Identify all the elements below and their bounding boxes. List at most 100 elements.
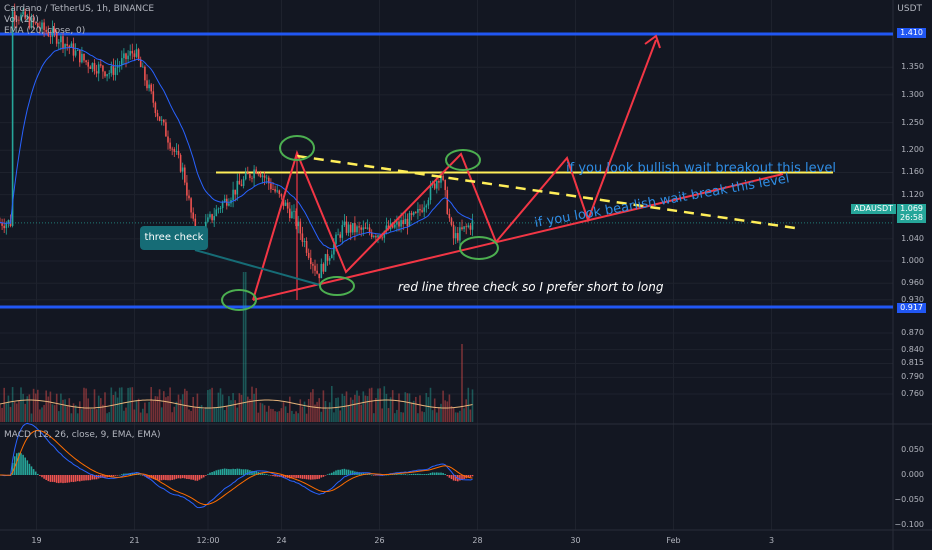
volume-bar [425,393,428,422]
candle-body [316,270,318,274]
candle-body [400,220,402,227]
macd-histogram-bar [471,475,474,477]
note-annotation[interactable]: red line three check so I prefer short t… [398,280,664,294]
volume-bar [106,413,108,422]
candle-body [240,184,243,186]
volume-bar [429,387,432,422]
macd-histogram-bar [270,475,272,476]
macd-pane [0,422,474,509]
volume-bar [79,401,81,422]
volume-bar [129,387,131,422]
macd-histogram-bar [295,475,297,479]
candles [0,3,474,285]
candle-body [442,175,444,181]
candle-body [68,45,71,48]
time-tick-label: 30 [570,536,581,545]
macd-histogram-bar [331,472,333,475]
candle-body [18,19,20,21]
macd-histogram-bar [79,475,81,482]
macd-histogram-bar [333,471,335,475]
candle-body [104,71,106,77]
macd-histogram-bar [173,475,176,480]
candle-body [47,31,50,37]
volume-bar [272,409,274,422]
volume-bar [406,393,409,422]
volume-bar [431,410,434,422]
candle-body [326,254,329,261]
volume-bars [0,272,474,422]
volume-bar [53,405,56,422]
macd-histogram-bar [125,473,127,475]
three-check-callout[interactable]: three check [140,226,208,250]
macd-histogram-bar [312,475,314,480]
macd-tick-label: 0.000 [901,470,924,479]
volume-bar [427,397,430,422]
macd-histogram-bar [463,475,465,479]
volume-bar [116,397,119,422]
candle-body [423,207,425,212]
candle-body [417,208,419,213]
volume-bar [123,410,125,422]
price-tick-label: 0.790 [901,372,924,382]
macd-histogram-bar [444,473,446,475]
macd-histogram-bar [228,469,230,475]
candle-body [242,179,245,186]
candle-body [253,169,255,179]
macd-histogram-bar [139,474,142,476]
macd-histogram-bar [148,475,150,478]
candle-body [125,53,127,60]
macd-histogram-bar [226,468,228,475]
candle-body [53,28,56,33]
macd-histogram-bar [452,475,455,481]
volume-bar [20,387,22,422]
macd-histogram-bar [72,475,75,483]
macd-tick-label: −0.100 [894,520,924,529]
candle-body [331,254,333,259]
candle-body [24,11,26,19]
macd-histogram-bar [404,474,407,475]
price-tick-label: 0.960 [901,278,924,288]
macd-histogram-bar [123,473,125,475]
macd-histogram-bar [198,475,201,480]
volume-bar [97,395,100,422]
candle-body [60,36,62,43]
volume-bar [28,394,31,422]
candle-body [301,233,304,242]
volume-bar [282,402,285,422]
macd-histogram-bar [307,475,310,480]
macd-histogram-bar [110,475,113,477]
candle-body [1,222,3,226]
volume-bar [3,387,5,422]
candle-body [318,273,320,279]
volume-bar [0,404,1,422]
callout-pointer [194,249,321,286]
macd-tick-label: −0.050 [894,495,924,504]
macd-histogram-bar [217,469,220,475]
candle-body [312,264,314,266]
price-tick-label: 1.300 [901,89,924,99]
macd-histogram-bar [20,453,22,475]
volume-bar [186,390,188,422]
zigzag-pattern [252,150,497,301]
volume-bar [39,409,41,422]
projection-arrowhead [644,34,661,49]
candle-body [421,210,423,212]
macd-histogram-bar [209,472,211,475]
price-tick-label: 1.120 [901,189,924,199]
candle-body [160,119,163,121]
candle-body [249,174,251,178]
candle-body [123,53,125,59]
candle-body [410,213,413,215]
candle-body [291,211,293,219]
candle-body [438,180,440,183]
volume-bar [242,272,245,422]
macd-histogram-bar [459,475,461,481]
macd-histogram-bar [18,452,20,475]
candle-body [232,189,234,201]
volume-bar [45,390,47,422]
bullish-annotation[interactable]: if you look bullish wait breakout this l… [566,161,836,176]
ema-legend: EMA (20, close, 0) [4,26,86,36]
